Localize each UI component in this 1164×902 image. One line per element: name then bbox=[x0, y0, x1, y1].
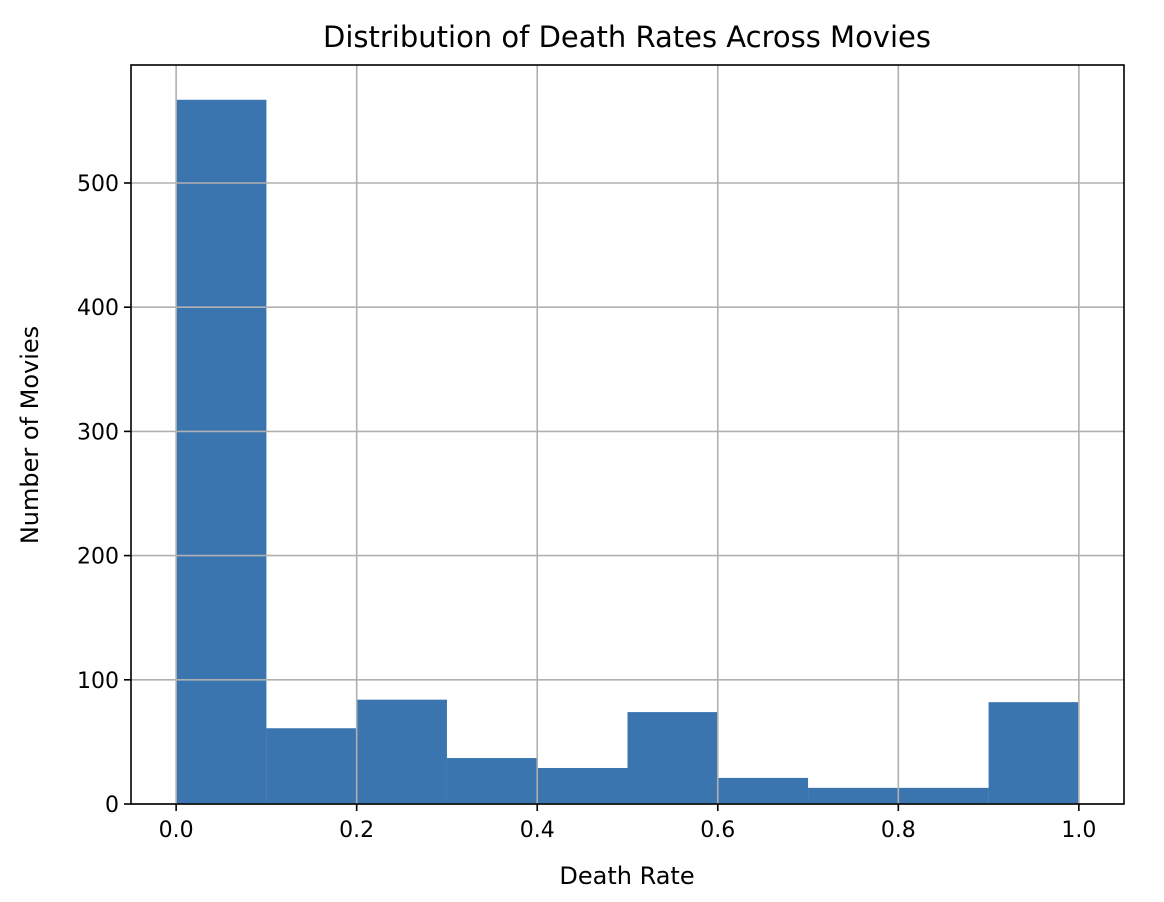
y-tick-label: 300 bbox=[77, 420, 119, 445]
histogram-bar bbox=[266, 728, 357, 804]
y-tick-label: 100 bbox=[77, 669, 119, 694]
x-tick-label: 0.4 bbox=[520, 818, 555, 843]
histogram-bar bbox=[988, 702, 1079, 804]
histogram-bars bbox=[176, 99, 1079, 804]
y-axis-ticks: 0 100 200 300 400 500 bbox=[77, 172, 131, 818]
x-tick-label: 0.2 bbox=[339, 818, 374, 843]
histogram-bar bbox=[537, 767, 628, 804]
histogram-bar bbox=[717, 777, 809, 804]
histogram-bar bbox=[176, 99, 267, 804]
x-axis-label: Death Rate bbox=[559, 862, 694, 890]
x-tick-label: 1.0 bbox=[1061, 818, 1096, 843]
y-tick-label: 200 bbox=[77, 545, 119, 570]
x-tick-label: 0.6 bbox=[700, 818, 735, 843]
y-tick-label: 500 bbox=[77, 172, 119, 197]
x-tick-label: 0.8 bbox=[881, 818, 916, 843]
histogram-bar bbox=[356, 699, 447, 804]
histogram-bar bbox=[446, 758, 538, 804]
plot-frame bbox=[130, 64, 1125, 805]
histogram-bar bbox=[898, 787, 989, 804]
y-tick-label: 0 bbox=[105, 793, 119, 818]
histogram-bar bbox=[808, 787, 899, 804]
x-tick-label: 0.0 bbox=[159, 818, 194, 843]
histogram-bar bbox=[627, 712, 718, 804]
chart-title: Distribution of Death Rates Across Movie… bbox=[323, 20, 931, 54]
x-axis-ticks: 0.0 0.2 0.4 0.6 0.8 1.0 bbox=[159, 804, 1096, 843]
y-tick-label: 400 bbox=[77, 296, 119, 321]
y-axis-label: Number of Movies bbox=[16, 326, 44, 544]
